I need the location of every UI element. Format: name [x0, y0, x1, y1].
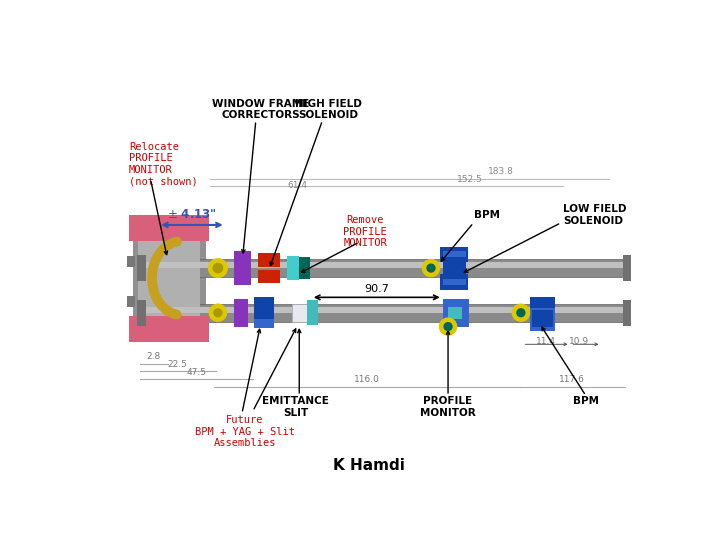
- Bar: [137, 300, 145, 326]
- Text: 152.5: 152.5: [457, 175, 482, 184]
- Bar: [530, 298, 555, 308]
- Circle shape: [213, 308, 222, 318]
- Bar: [234, 299, 248, 327]
- Text: Remove
PROFILE
MONITOR: Remove PROFILE MONITOR: [343, 215, 387, 248]
- Text: LOW FIELD
SOLENOID: LOW FIELD SOLENOID: [563, 204, 626, 226]
- Text: PROFILE
MONITOR: PROFILE MONITOR: [420, 396, 476, 417]
- Text: 11.4: 11.4: [536, 338, 557, 347]
- Text: 61.4: 61.4: [288, 180, 307, 190]
- Bar: [532, 310, 554, 327]
- Text: Relocate
PROFILE
MONITOR
(not shown): Relocate PROFILE MONITOR (not shown): [129, 142, 197, 187]
- Bar: [441, 274, 468, 289]
- Text: BPM: BPM: [573, 396, 599, 406]
- Circle shape: [438, 318, 457, 336]
- Circle shape: [512, 303, 530, 322]
- Bar: [254, 308, 274, 319]
- Bar: [624, 255, 631, 281]
- Circle shape: [422, 259, 441, 278]
- Bar: [443, 299, 469, 327]
- Text: 2.8: 2.8: [146, 352, 161, 361]
- Text: WINDOW FRAME
CORRECTORS: WINDOW FRAME CORRECTORS: [212, 99, 309, 120]
- Bar: [441, 247, 468, 262]
- Text: 90.7: 90.7: [364, 284, 390, 294]
- Bar: [624, 300, 631, 326]
- Text: 10.9: 10.9: [569, 338, 589, 347]
- Text: Future
BPM + YAG + Slit
Assemblies: Future BPM + YAG + Slit Assemblies: [195, 415, 295, 448]
- Bar: [137, 303, 629, 322]
- Text: 116.0: 116.0: [354, 375, 379, 384]
- Bar: [254, 308, 274, 328]
- Text: BPM: BPM: [474, 210, 500, 220]
- Text: EMITTANCE
SLIT: EMITTANCE SLIT: [262, 396, 329, 417]
- Bar: [137, 307, 629, 313]
- Text: 47.5: 47.5: [186, 368, 206, 377]
- Circle shape: [516, 308, 526, 318]
- Circle shape: [208, 258, 228, 278]
- Bar: [258, 269, 280, 284]
- Text: 183.8: 183.8: [488, 167, 513, 177]
- Circle shape: [426, 264, 436, 273]
- Bar: [292, 303, 307, 322]
- Bar: [138, 241, 200, 316]
- Circle shape: [444, 322, 453, 331]
- Bar: [300, 257, 310, 279]
- Text: K Hamdi: K Hamdi: [333, 458, 405, 472]
- Circle shape: [212, 262, 223, 273]
- Bar: [448, 307, 462, 319]
- Text: 22.5: 22.5: [168, 360, 187, 369]
- Bar: [258, 253, 280, 267]
- Bar: [129, 215, 209, 241]
- Bar: [287, 256, 300, 280]
- Bar: [137, 255, 145, 281]
- Bar: [137, 259, 629, 278]
- Bar: [234, 251, 251, 285]
- Text: 117.6: 117.6: [559, 375, 585, 384]
- Bar: [137, 262, 629, 268]
- Bar: [443, 251, 466, 285]
- Bar: [530, 308, 555, 331]
- Bar: [307, 300, 318, 325]
- Bar: [127, 296, 135, 307]
- Bar: [254, 298, 274, 308]
- Circle shape: [209, 303, 228, 322]
- Text: $\pm$ 4.13": $\pm$ 4.13": [167, 208, 217, 221]
- Bar: [443, 257, 466, 279]
- Bar: [132, 215, 206, 342]
- Text: HIGH FIELD
SOLENOID: HIGH FIELD SOLENOID: [295, 99, 362, 120]
- Bar: [129, 316, 209, 342]
- Bar: [127, 256, 135, 267]
